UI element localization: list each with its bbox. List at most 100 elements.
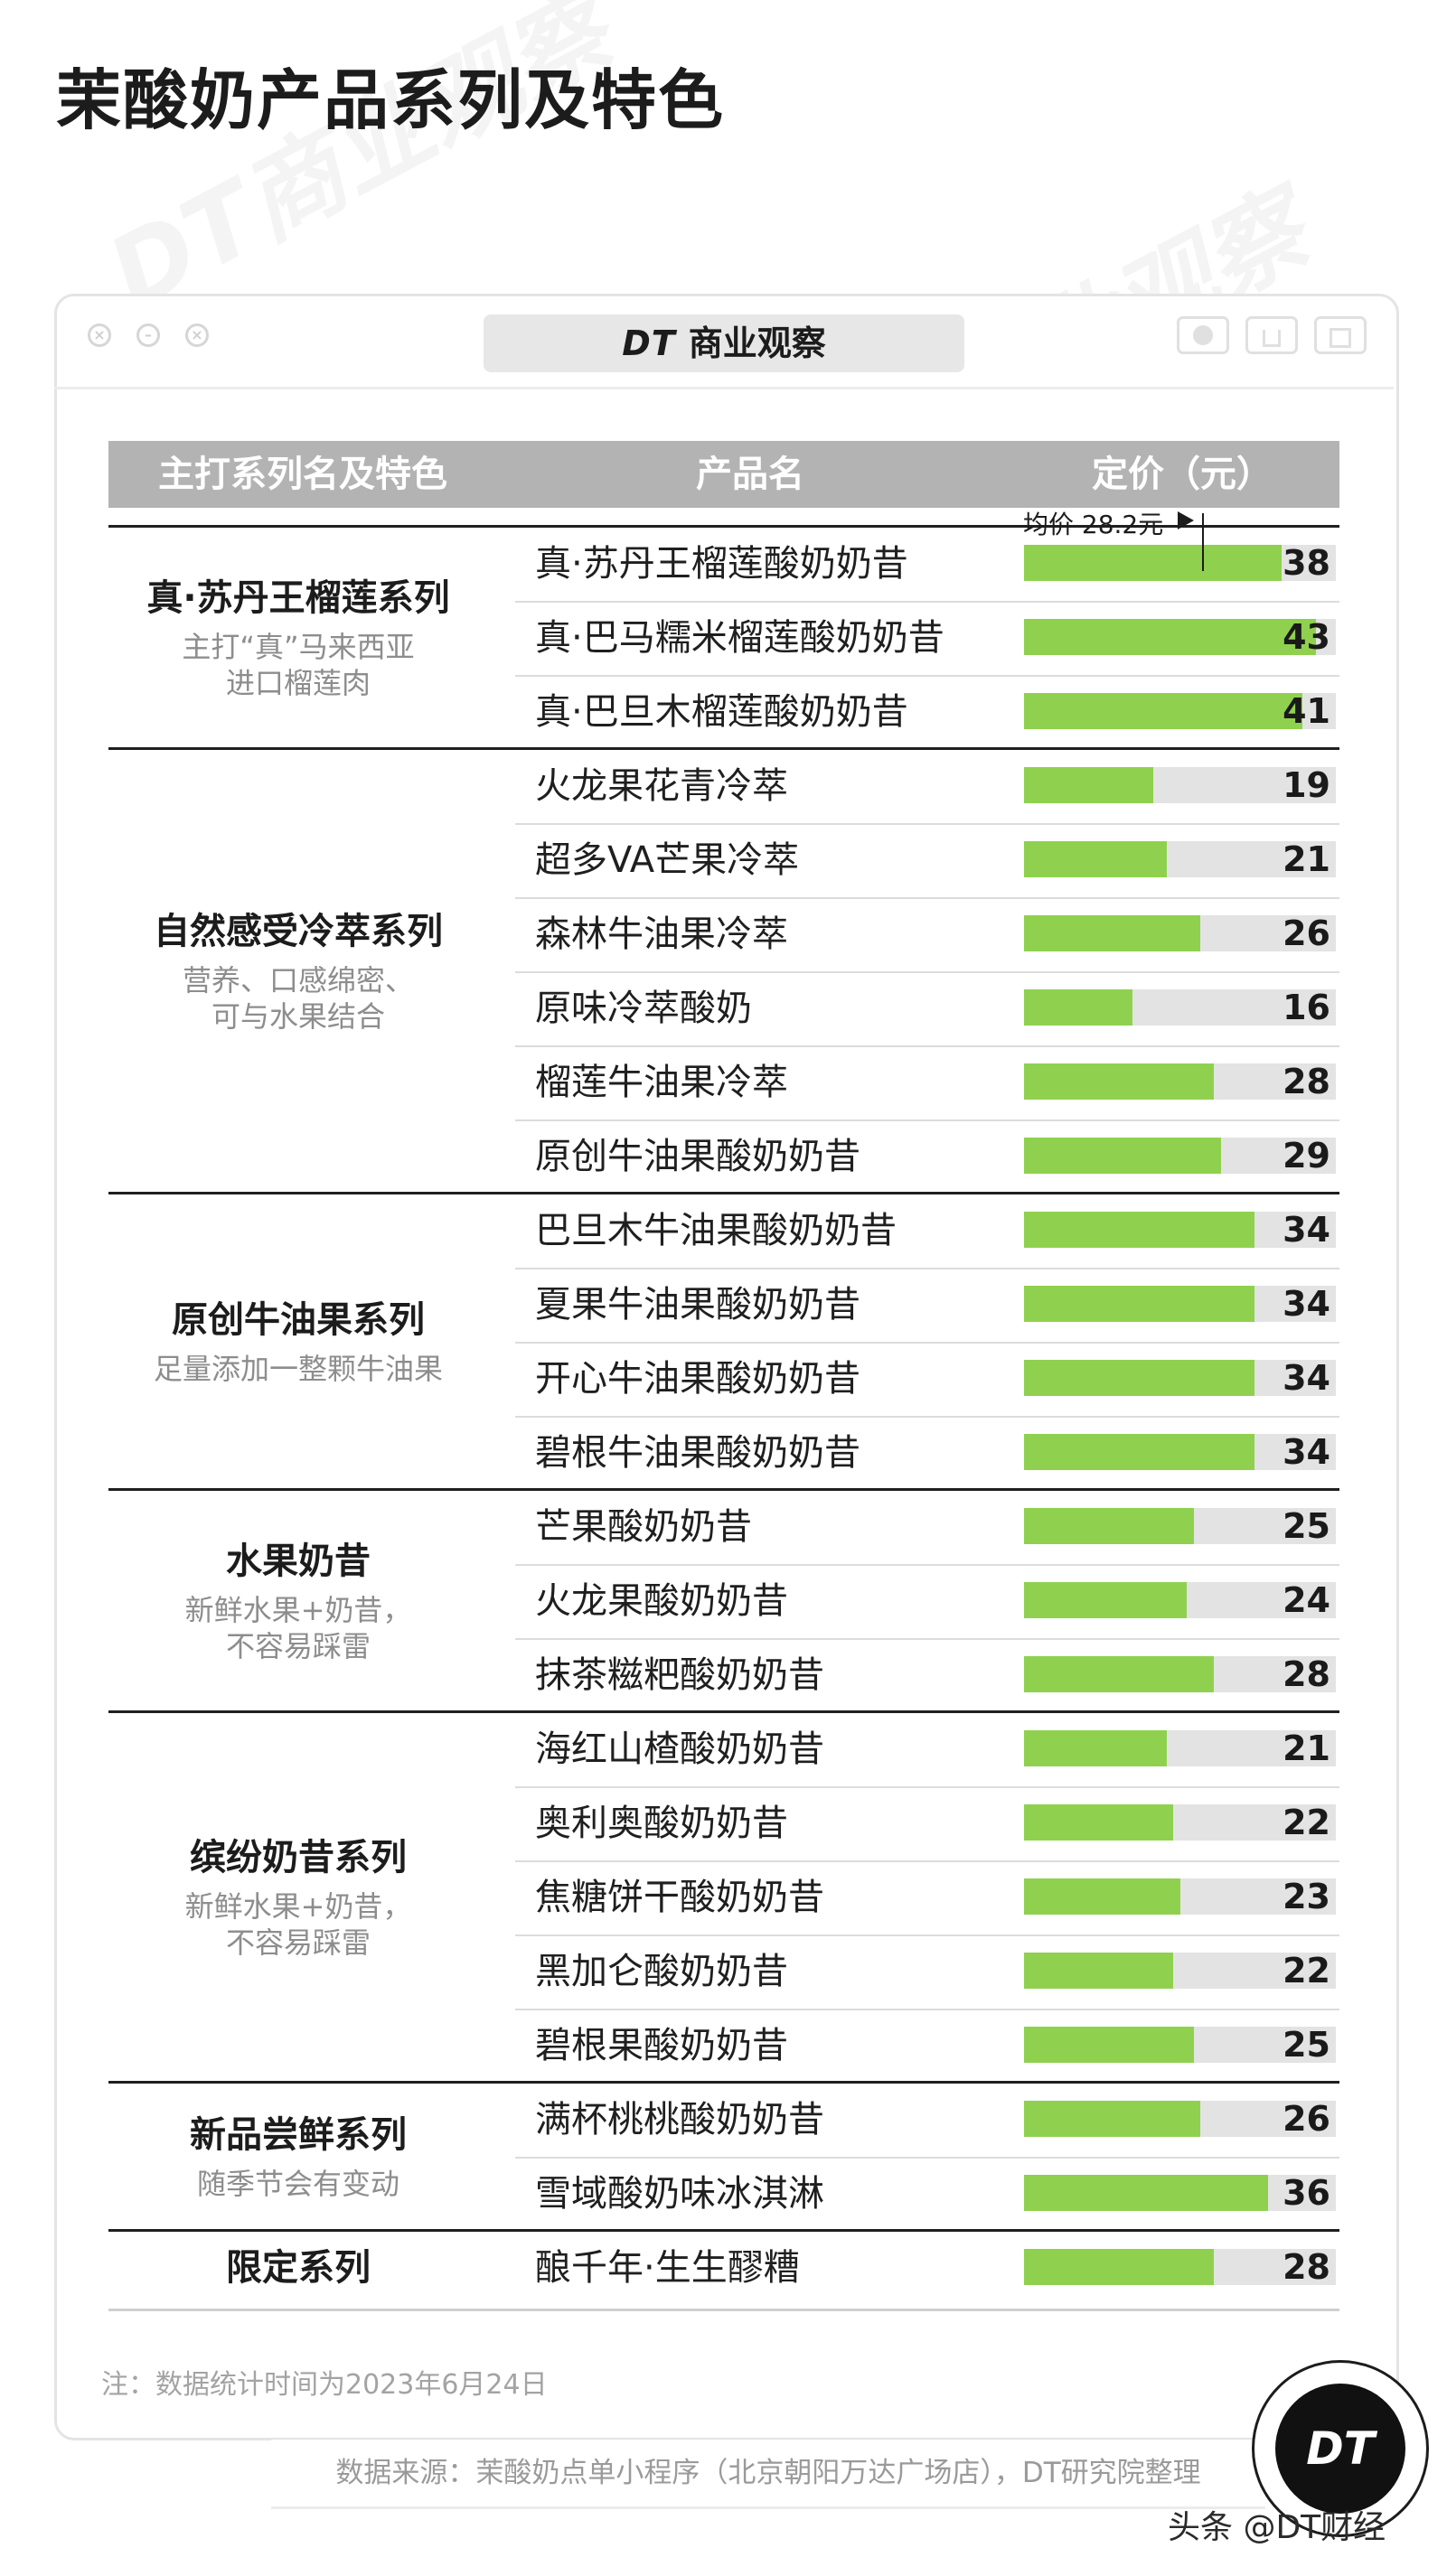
bar [1024, 1360, 1254, 1396]
price-value: 34 [1283, 1432, 1330, 1472]
header-series: 主打系列名及特色 [158, 454, 447, 495]
series-name: 水果奶昔 [226, 1541, 371, 1582]
price-value: 25 [1283, 2025, 1330, 2065]
price-value: 23 [1283, 1877, 1330, 1916]
row-separator [515, 1268, 1339, 1269]
titlebar-divider [54, 387, 1394, 389]
table-bottom-rule [108, 2309, 1339, 2311]
product-name: 火龙果酸奶奶昔 [535, 1580, 788, 1622]
dt-logo-icon: DT [1275, 2384, 1405, 2514]
row-separator [515, 601, 1339, 603]
price-value: 22 [1283, 1951, 1330, 1991]
header-product: 产品名 [696, 454, 804, 495]
price-value: 26 [1283, 2099, 1330, 2139]
average-label: 均价 28.2元 [1023, 510, 1164, 539]
row-separator [515, 2009, 1339, 2010]
close-icon[interactable]: × [88, 323, 111, 347]
series-description: 营养、口感绵密、 可与水果结合 [182, 963, 414, 1034]
copy-icon[interactable] [1314, 316, 1367, 354]
group-separator [108, 1488, 1339, 1491]
row-separator [515, 1860, 1339, 1862]
series-description: 随季节会有变动 [196, 2167, 399, 2201]
bar [1024, 767, 1153, 803]
series-name: 真·苏丹王榴莲系列 [146, 577, 450, 619]
product-name: 森林牛油果冷萃 [535, 913, 788, 955]
bar [1024, 1730, 1167, 1766]
bar [1024, 1212, 1254, 1248]
bar [1024, 1138, 1221, 1174]
series-name: 限定系列 [226, 2247, 371, 2289]
bar [1024, 1508, 1194, 1544]
price-value: 36 [1283, 2173, 1330, 2213]
price-value: 38 [1283, 543, 1330, 583]
price-value: 28 [1283, 2247, 1330, 2287]
price-value: 21 [1283, 1728, 1330, 1768]
bar [1024, 1063, 1214, 1100]
page-title: 茉酸奶产品系列及特色 [56, 62, 726, 138]
product-name: 榴莲牛油果冷萃 [535, 1062, 788, 1103]
series-description: 新鲜水果+奶昔， 不容易踩雷 [184, 1889, 412, 1960]
group-separator [108, 747, 1339, 750]
bar [1024, 1286, 1254, 1322]
group-separator [108, 2081, 1339, 2084]
product-name: 奥利奥酸奶奶昔 [535, 1803, 788, 1844]
bar [1024, 2101, 1200, 2137]
row-separator [515, 2157, 1339, 2159]
price-value: 19 [1283, 765, 1330, 805]
bar [1024, 545, 1282, 581]
maximize-icon[interactable]: × [185, 323, 209, 347]
group-separator [108, 525, 1339, 528]
product-name: 抹茶糍粑酸奶奶昔 [535, 1654, 824, 1696]
row-separator [515, 823, 1339, 825]
bar [1024, 915, 1200, 951]
row-separator [515, 1786, 1339, 1788]
product-name: 满杯桃桃酸奶奶昔 [535, 2099, 824, 2140]
minimize-icon[interactable]: – [136, 323, 160, 347]
bar [1024, 693, 1302, 729]
record-icon[interactable] [1177, 316, 1229, 354]
product-name: 原味冷萃酸奶 [535, 988, 752, 1029]
group-separator [108, 2229, 1339, 2232]
product-name: 真·巴旦木榴莲酸奶奶昔 [535, 691, 908, 733]
bar [1024, 2175, 1268, 2211]
bar [1024, 619, 1316, 655]
brand-name: 商业观察 [688, 323, 826, 363]
row-separator [515, 675, 1339, 677]
product-name: 黑加仑酸奶奶昔 [535, 1951, 788, 1992]
bar [1024, 989, 1132, 1026]
price-value: 34 [1283, 1210, 1330, 1250]
price-value: 25 [1283, 1506, 1330, 1546]
bar [1024, 1804, 1173, 1841]
row-separator [515, 1564, 1339, 1566]
series-name: 原创牛油果系列 [172, 1299, 425, 1341]
series-description: 主打“真”马来西亚 进口榴莲肉 [182, 630, 415, 700]
product-name: 火龙果花青冷萃 [535, 765, 788, 807]
product-name: 碧根牛油果酸奶奶昔 [535, 1432, 860, 1474]
share-icon[interactable] [1245, 316, 1298, 354]
bar [1024, 1656, 1214, 1692]
product-name: 真·巴马糯米榴莲酸奶奶昔 [535, 617, 944, 659]
product-name: 夏果牛油果酸奶奶昔 [535, 1284, 860, 1325]
product-name: 雪域酸奶味冰淇淋 [535, 2173, 824, 2215]
product-name: 碧根果酸奶奶昔 [535, 2025, 788, 2066]
bar [1024, 1878, 1180, 1915]
price-value: 29 [1283, 1136, 1330, 1176]
header-price: 定价（元） [1092, 454, 1273, 495]
price-value: 16 [1283, 988, 1330, 1027]
footnote: 注：数据统计时间为2023年6月24日 [101, 2369, 548, 2401]
price-value: 22 [1283, 1803, 1330, 1842]
group-separator [108, 1192, 1339, 1194]
series-name: 自然感受冷萃系列 [154, 911, 443, 952]
price-value: 41 [1283, 691, 1330, 731]
price-value: 43 [1283, 617, 1330, 657]
series-description: 足量添加一整颗牛油果 [153, 1352, 443, 1386]
price-value: 28 [1283, 1654, 1330, 1694]
price-value: 26 [1283, 913, 1330, 953]
price-value: 34 [1283, 1284, 1330, 1324]
brand-bar: DT 商业观察 [484, 314, 964, 372]
average-arrow-icon [1178, 511, 1194, 529]
row-separator [515, 1416, 1339, 1418]
row-separator [515, 1119, 1339, 1121]
bar [1024, 1434, 1254, 1470]
